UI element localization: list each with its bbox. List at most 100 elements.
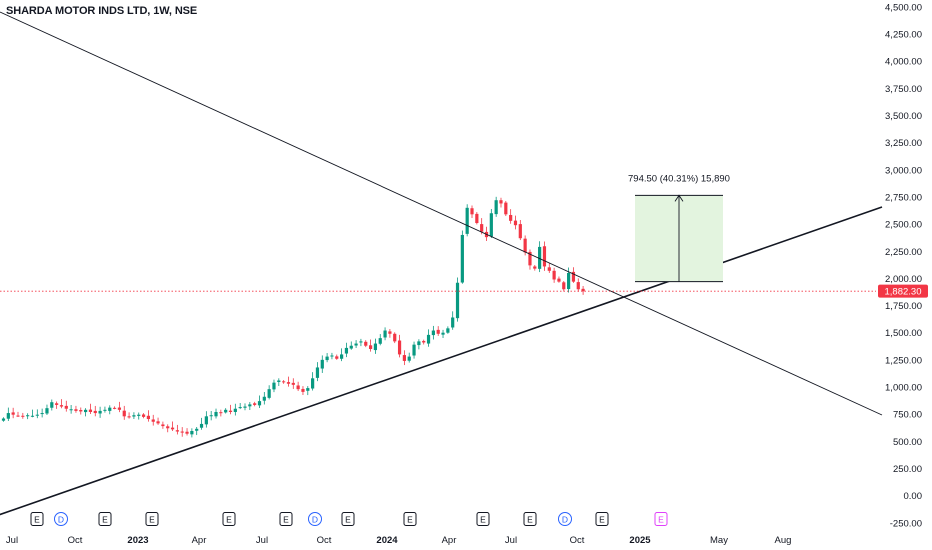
candle	[248, 402, 252, 411]
earnings-marker[interactable]: E	[654, 512, 668, 526]
time-axis-tick-labels: Jul Oct 2023 Apr Jul Oct 2024 Apr Jul Oct 2025 May A…	[6, 535, 792, 546]
candle	[69, 405, 73, 414]
candle	[93, 405, 97, 417]
candle	[195, 426, 199, 436]
candle	[499, 197, 503, 208]
candle	[397, 334, 402, 358]
projection-arrowhead	[674, 194, 684, 202]
candle	[11, 407, 15, 419]
price-tick-label: 750.00	[893, 410, 922, 421]
candle	[393, 332, 397, 344]
candle	[161, 421, 165, 429]
candle	[542, 241, 547, 271]
candle	[146, 410, 150, 422]
price-tick-label: 3,250.00	[885, 138, 922, 149]
price-tick-label: 4,000.00	[885, 57, 922, 68]
price-tick-label: 3,500.00	[885, 111, 922, 122]
candle	[364, 340, 368, 348]
candle	[422, 339, 426, 345]
earnings-marker[interactable]: E	[279, 512, 293, 526]
candle	[368, 339, 373, 352]
candle	[204, 411, 208, 428]
time-tick-label: Jul	[256, 535, 268, 546]
candle	[426, 329, 431, 347]
candle	[470, 205, 474, 218]
price-tick-label: 4,250.00	[885, 30, 922, 41]
descending-trendline[interactable]	[0, 11, 883, 416]
candle	[296, 381, 300, 392]
earnings-marker[interactable]: E	[403, 512, 417, 526]
candle	[103, 406, 107, 413]
candle	[79, 407, 83, 415]
candle	[528, 249, 532, 270]
candle	[330, 352, 334, 360]
candle	[315, 362, 320, 382]
candle	[141, 413, 146, 419]
earnings-marker[interactable]: E	[523, 512, 537, 526]
candle	[50, 399, 54, 411]
candle	[412, 341, 416, 359]
candle	[388, 329, 392, 338]
event-marker-label: E	[149, 514, 155, 524]
candle	[571, 267, 576, 283]
candle	[55, 401, 59, 409]
candle	[311, 372, 315, 391]
chart-title: SHARDA MOTOR INDS LTD, 1W, NSE	[6, 5, 198, 17]
candle	[262, 391, 266, 405]
price-tick-label: 2,750.00	[885, 192, 922, 203]
earnings-marker[interactable]: E	[145, 512, 159, 526]
event-marker-label: E	[480, 514, 486, 524]
candle	[84, 408, 88, 417]
candle	[26, 413, 30, 420]
candle	[156, 417, 160, 425]
price-tick-label: 1,250.00	[885, 355, 922, 366]
dividend-marker[interactable]: D	[308, 512, 322, 526]
price-tick-label: -250.00	[890, 518, 922, 529]
event-marker-label: E	[658, 514, 664, 524]
candle	[335, 354, 339, 360]
time-tick-label: Apr	[442, 535, 457, 546]
ascending-trendline[interactable]	[0, 206, 883, 518]
price-tick-label: 1,750.00	[885, 301, 922, 312]
earnings-marker[interactable]: E	[341, 512, 355, 526]
earnings-marker[interactable]: E	[595, 512, 609, 526]
dividend-marker[interactable]: D	[54, 512, 68, 526]
candle	[175, 424, 179, 435]
event-marker-label: E	[226, 514, 232, 524]
candle	[325, 353, 329, 363]
candle	[552, 267, 556, 283]
candle	[306, 386, 310, 396]
event-marker-label: E	[599, 514, 605, 524]
earnings-marker[interactable]: E	[98, 512, 112, 526]
candle	[431, 325, 435, 340]
candle	[267, 385, 271, 400]
event-marker-label: E	[283, 514, 289, 524]
earnings-marker[interactable]: E	[476, 512, 490, 526]
dividend-marker[interactable]: D	[558, 512, 572, 526]
time-tick-label: Aug	[775, 535, 792, 546]
candle	[98, 406, 102, 418]
candle	[243, 403, 247, 411]
candle	[359, 338, 363, 347]
candle	[460, 230, 464, 284]
candle	[272, 379, 276, 393]
candle	[547, 263, 551, 273]
projection-label: 794.50 (40.31%) 15,890	[628, 173, 730, 184]
time-tick-label: May	[710, 535, 728, 546]
candle	[509, 209, 513, 224]
candle	[16, 411, 20, 418]
candle	[282, 380, 286, 384]
candle	[180, 427, 184, 437]
candle	[354, 340, 358, 348]
price-tick-label: 2,250.00	[885, 247, 922, 258]
candle	[74, 405, 78, 413]
earnings-marker[interactable]: E	[222, 512, 236, 526]
candle	[518, 220, 522, 241]
candle	[277, 378, 281, 386]
candle	[190, 428, 194, 438]
earnings-marker[interactable]: E	[30, 512, 44, 526]
time-tick-label: Jul	[6, 535, 18, 546]
candle	[286, 376, 291, 387]
